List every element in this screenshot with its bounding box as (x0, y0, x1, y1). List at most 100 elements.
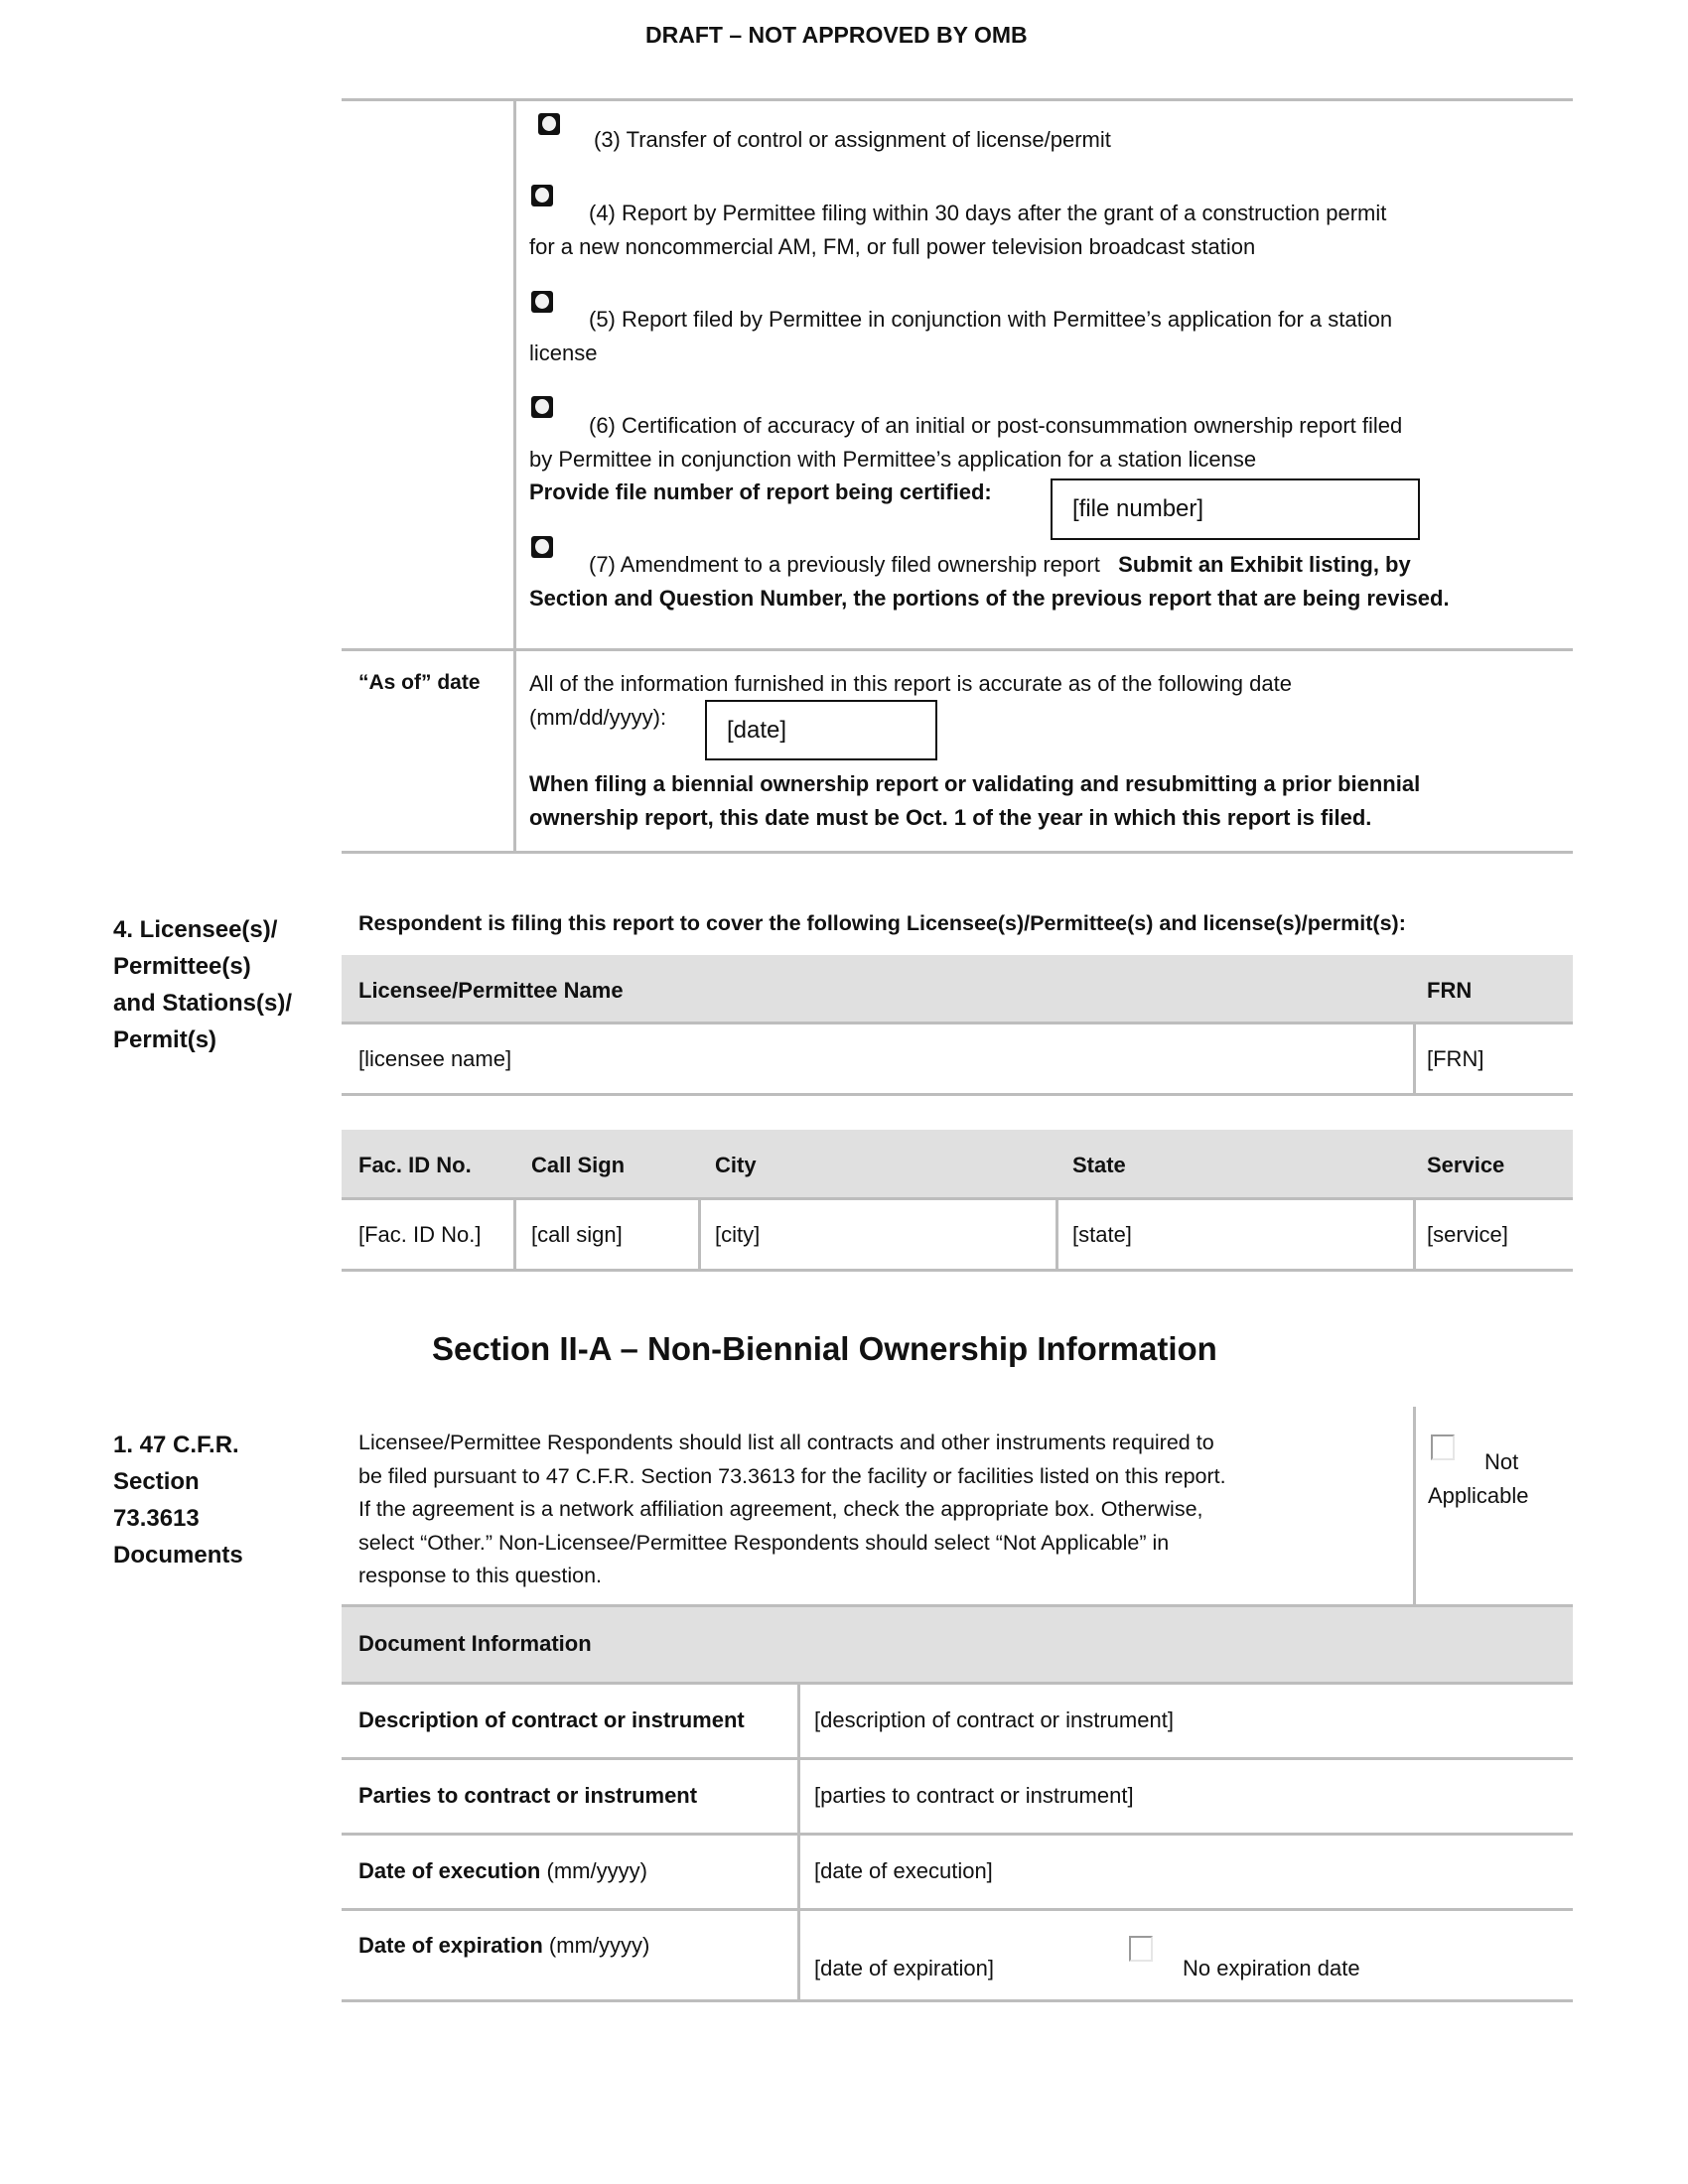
service-cell[interactable]: [service] (1427, 1222, 1508, 1247)
column-header: FRN (1427, 978, 1473, 1003)
file-number-label: Provide file number of report being cert… (529, 479, 992, 504)
row-label-text: Date of expiration (358, 1933, 543, 1958)
divider (342, 1833, 1573, 1836)
label-line: Permit(s) (113, 1026, 217, 1053)
state-cell[interactable]: [state] (1072, 1222, 1132, 1247)
text-line: Licensee/Permittee Respondents should li… (358, 1431, 1214, 1454)
column-header: Service (1427, 1153, 1505, 1177)
radio-item-7[interactable] (531, 536, 553, 558)
divider (1413, 1200, 1416, 1270)
divider (1055, 1200, 1058, 1270)
column-header: City (715, 1153, 757, 1177)
label-line: Permittee(s) (113, 953, 251, 980)
text-line: If the agreement is a network affiliatio… (358, 1497, 1203, 1521)
draft-header: DRAFT – NOT APPROVED BY OMB (645, 22, 1028, 48)
divider (342, 1093, 1573, 1096)
label-line: 1. 47 C.F.R. (113, 1432, 239, 1458)
item-4-text: (4) Report by Permittee filing within 30… (589, 201, 1387, 225)
row-label: Parties to contract or instrument (358, 1783, 697, 1809)
section-title: Section II-A – Non-Biennial Ownership In… (432, 1330, 1217, 1367)
row-label-format: (mm/yyyy) (540, 1858, 647, 1883)
file-number-input[interactable]: [file number] (1051, 478, 1420, 540)
section-4-label: 4. Licensee(s)/ Permittee(s) and Station… (113, 911, 292, 1058)
licensee-table-header (342, 955, 1573, 1023)
city-cell[interactable]: [city] (715, 1222, 761, 1247)
as-of-note: ownership report, this date must be Oct.… (529, 805, 1372, 830)
label-line: and Stations(s)/ (113, 990, 293, 1017)
as-of-text: All of the information furnished in this… (529, 671, 1292, 696)
fac-id-cell[interactable]: [Fac. ID No.] (358, 1222, 482, 1247)
text-line: be filed pursuant to 47 C.F.R. Section 7… (358, 1463, 1226, 1488)
not-applicable-checkbox[interactable] (1431, 1434, 1455, 1460)
licensee-name-cell[interactable]: [licensee name] (358, 1046, 512, 1071)
item-5-text: (5) Report filed by Permittee in conjunc… (589, 307, 1393, 332)
item-4-text: for a new noncommercial AM, FM, or full … (529, 234, 1256, 259)
divider (342, 1757, 1573, 1760)
label-line: 4. Licensee(s)/ (113, 916, 278, 943)
execution-date-field[interactable]: [date of execution] (814, 1858, 993, 1883)
label-line: Documents (113, 1542, 243, 1569)
station-table-header (342, 1130, 1573, 1198)
label-line: Section (113, 1468, 200, 1495)
row-label: Date of execution (mm/yyyy) (358, 1858, 647, 1884)
divider (342, 1999, 1573, 2002)
not-applicable-label: Not (1484, 1449, 1519, 1474)
item-3-text: (3) Transfer of control or assignment of… (594, 127, 1111, 152)
column-header: State (1072, 1153, 1126, 1177)
divider (342, 851, 1573, 854)
row-label-text: Description of contract or instrument (358, 1707, 745, 1732)
as-of-date-input[interactable]: [date] (705, 700, 937, 760)
text-line: response to this question. (358, 1564, 603, 1587)
column-header: Fac. ID No. (358, 1153, 472, 1177)
divider (1413, 1024, 1416, 1094)
item-7-instruction: Section and Question Number, the portion… (529, 586, 1450, 611)
item-5-text: license (529, 341, 598, 365)
row-label-format: (mm/yyyy) (542, 1933, 650, 1958)
divider (342, 648, 1573, 651)
document-info-title: Document Information (358, 1631, 592, 1656)
column-header: Licensee/Permittee Name (358, 978, 624, 1003)
divider (342, 1604, 1573, 1607)
divider (513, 1200, 516, 1270)
radio-item-3[interactable] (538, 113, 560, 135)
q1-label: 1. 47 C.F.R. Section 73.3613 Documents (113, 1427, 243, 1573)
item-7-text: (7) Amendment to a previously filed owne… (589, 552, 1411, 578)
frn-cell[interactable]: [FRN] (1427, 1046, 1484, 1071)
document-info-header (342, 1606, 1573, 1683)
radio-item-4[interactable] (531, 185, 553, 206)
item-7-label: (7) Amendment to a previously filed owne… (589, 552, 1100, 577)
as-of-label: “As of” date (358, 671, 481, 694)
row-label: Date of expiration (mm/yyyy) (358, 1933, 649, 1959)
as-of-text: (mm/dd/yyyy): (529, 705, 667, 730)
item-6-text: (6) Certification of accuracy of an init… (589, 413, 1403, 438)
row-label-text: Parties to contract or instrument (358, 1783, 698, 1808)
not-applicable-label: Applicable (1428, 1483, 1529, 1508)
text-line: select “Other.” Non-Licensee/Permittee R… (358, 1530, 1170, 1555)
q1-instructions: Licensee/Permittee Respondents should li… (358, 1427, 1226, 1593)
as-of-note: When filing a biennial ownership report … (529, 771, 1421, 796)
parties-field[interactable]: [parties to contract or instrument] (814, 1783, 1134, 1808)
divider (1413, 1407, 1416, 1607)
no-expiration-label: No expiration date (1183, 1956, 1360, 1980)
divider (342, 1022, 1573, 1024)
divider (342, 1682, 1573, 1685)
divider (797, 1685, 800, 2002)
item-7-instruction: Submit an Exhibit listing, by (1118, 552, 1411, 577)
item-6-text: by Permittee in conjunction with Permitt… (529, 447, 1257, 472)
label-line: 73.3613 (113, 1505, 200, 1532)
section-4-intro: Respondent is filing this report to cove… (358, 911, 1406, 935)
radio-item-6[interactable] (531, 396, 553, 418)
expiration-date-field[interactable]: [date of expiration] (814, 1956, 995, 1980)
row-label: Description of contract or instrument (358, 1707, 745, 1733)
description-field[interactable]: [description of contract or instrument] (814, 1707, 1174, 1732)
divider (342, 1269, 1573, 1272)
divider (342, 98, 1573, 101)
no-expiration-checkbox[interactable] (1129, 1936, 1153, 1962)
row-label-text: Date of execution (358, 1858, 541, 1883)
radio-item-5[interactable] (531, 291, 553, 313)
divider (342, 1908, 1573, 1911)
divider (342, 1197, 1573, 1200)
call-sign-cell[interactable]: [call sign] (531, 1222, 623, 1247)
divider (513, 98, 516, 853)
divider (698, 1200, 701, 1270)
